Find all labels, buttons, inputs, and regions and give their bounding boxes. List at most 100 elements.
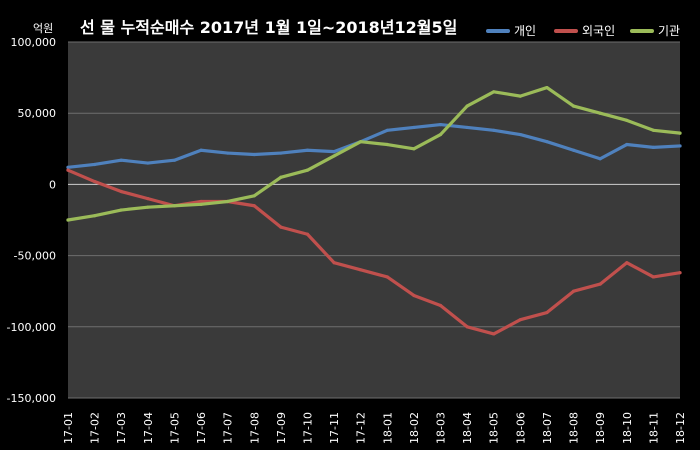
data-point — [492, 332, 496, 336]
legend-swatch — [630, 28, 654, 33]
data-point — [678, 144, 682, 148]
x-tick-label: 17-02 — [89, 412, 102, 444]
x-tick-label: 18-08 — [568, 412, 581, 444]
x-tick-label: 17-03 — [115, 412, 128, 444]
y-tick-label: 50,000 — [18, 107, 57, 120]
data-point — [598, 111, 602, 115]
data-point — [385, 142, 389, 147]
x-tick-label: 18-11 — [647, 412, 660, 444]
y-tick-label: -50,000 — [14, 250, 56, 263]
data-point — [252, 194, 256, 198]
legend-label: 기관 — [658, 24, 681, 38]
x-tick-label: 17-06 — [195, 412, 208, 444]
x-tick-label: 17-11 — [328, 412, 341, 444]
data-point — [438, 122, 443, 127]
data-point — [332, 150, 336, 154]
data-point — [385, 128, 389, 132]
data-point — [305, 168, 310, 172]
data-point — [465, 125, 469, 130]
x-tick-label: 17-05 — [168, 412, 181, 444]
data-point — [412, 125, 416, 130]
data-point — [66, 168, 70, 172]
data-point — [598, 157, 602, 161]
x-tick-label: 18-04 — [461, 412, 474, 444]
gridlines — [68, 41, 680, 399]
data-point — [119, 208, 123, 212]
data-point — [545, 140, 549, 144]
series-lines — [66, 85, 682, 336]
x-tick-label: 18-03 — [435, 412, 448, 444]
legend-swatch — [486, 28, 510, 33]
x-tick-label: 18-01 — [381, 412, 394, 444]
data-point — [66, 165, 70, 169]
series-line-0 — [66, 122, 682, 169]
y-tick-label: -100,000 — [7, 321, 56, 334]
legend-label: 외국인 — [582, 24, 616, 38]
data-point — [199, 202, 203, 206]
plot-area — [68, 42, 680, 398]
data-point — [651, 145, 655, 149]
legend-item-institution: 기관 — [630, 22, 680, 39]
data-point — [332, 261, 336, 265]
x-tick-label: 17-01 — [62, 412, 75, 444]
data-point — [678, 271, 682, 275]
x-tick-label: 17-12 — [355, 412, 368, 444]
x-tick-label: 17-07 — [222, 412, 235, 444]
data-point — [545, 310, 549, 315]
data-point — [93, 162, 97, 167]
x-tick-label: 18-12 — [674, 412, 687, 444]
data-point — [518, 318, 522, 322]
x-tick-label: 17-10 — [301, 412, 314, 444]
data-point — [625, 261, 629, 265]
x-tick-label: 18-05 — [488, 412, 501, 444]
x-tick-label: 17-04 — [142, 412, 155, 444]
y-tick-label: 100,000 — [11, 36, 57, 49]
data-point — [93, 214, 97, 218]
data-point — [252, 152, 256, 157]
unit-label: 억원 — [33, 22, 54, 35]
data-point — [651, 275, 655, 279]
x-tick-label: 18-06 — [514, 412, 527, 444]
data-point — [93, 179, 97, 184]
data-point — [385, 275, 389, 279]
x-tick-label: 17-09 — [275, 412, 288, 444]
data-point — [492, 128, 496, 132]
data-point — [226, 151, 230, 155]
data-point — [172, 204, 177, 208]
legend-label: 개인 — [514, 24, 537, 38]
data-point — [305, 148, 310, 152]
data-point — [545, 85, 549, 90]
data-point — [625, 142, 629, 147]
data-point — [465, 325, 469, 329]
data-point — [119, 158, 123, 162]
legend-item-foreign: 외국인 — [554, 22, 615, 39]
data-point — [305, 232, 310, 236]
x-tick-label: 17-08 — [248, 412, 261, 444]
data-point — [279, 225, 283, 229]
data-point — [146, 205, 150, 209]
data-point — [412, 293, 416, 298]
chart-title: 선 물 누적순매수 2017년 1월 1일~2018년12월5일 — [80, 18, 458, 37]
data-point — [625, 118, 629, 122]
data-point — [279, 151, 283, 155]
series-line-2 — [66, 85, 682, 222]
data-point — [146, 161, 150, 165]
y-tick-label: -150,000 — [7, 392, 56, 405]
data-point — [66, 218, 70, 222]
data-point — [172, 158, 177, 162]
data-point — [119, 189, 123, 194]
data-point — [518, 94, 522, 98]
data-point — [332, 154, 336, 158]
x-tick-label: 18-10 — [621, 412, 634, 444]
data-point — [146, 197, 150, 201]
x-axis: 17-01 17-02 17-03 17-04 17-05 17-06 17-07 17-08… — [62, 412, 687, 444]
data-point — [651, 128, 655, 132]
data-point — [226, 199, 230, 204]
data-point — [518, 132, 522, 137]
data-point — [571, 104, 576, 108]
data-point — [412, 147, 416, 151]
data-point — [359, 268, 363, 272]
data-point — [492, 90, 496, 94]
x-tick-label: 18-07 — [541, 412, 554, 444]
